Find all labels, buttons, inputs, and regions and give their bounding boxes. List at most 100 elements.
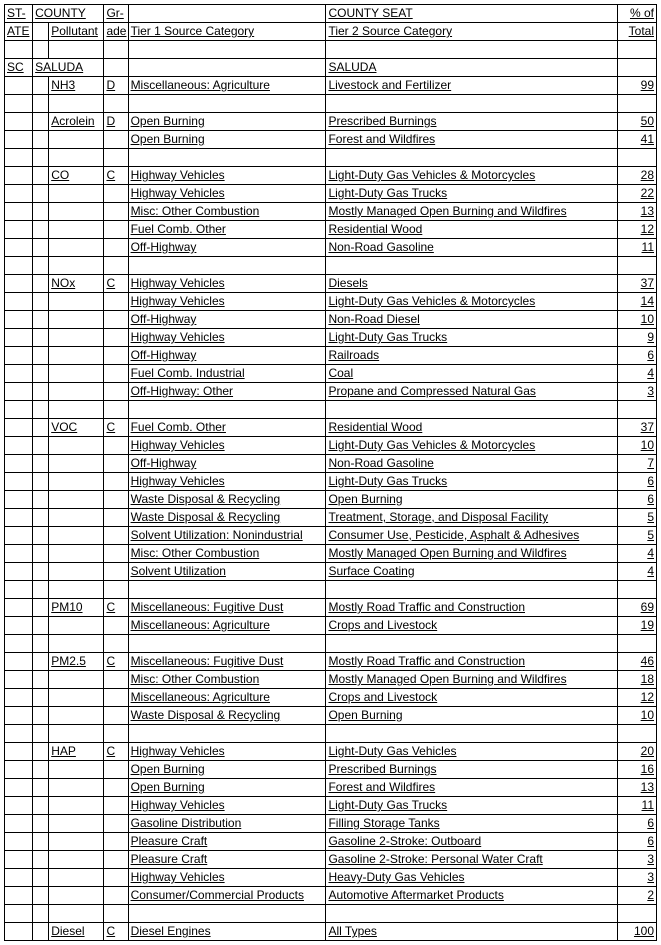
tier2-cell: Light-Duty Gas Vehicles & Motorcycles xyxy=(326,167,617,185)
grade-cell xyxy=(104,491,128,509)
grade-cell xyxy=(104,329,128,347)
pollutant-cell xyxy=(49,689,104,707)
tier1-cell: Misc: Other Combustion xyxy=(128,671,326,689)
data-row: VOCCFuel Comb. OtherResidential Wood37 xyxy=(5,419,657,437)
tier1-cell: Open Burning xyxy=(128,131,326,149)
tier1-cell: Pleasure Craft xyxy=(128,833,326,851)
tier1-cell: Miscellaneous: Agriculture xyxy=(128,689,326,707)
data-row: Pleasure CraftGasoline 2-Stroke: Persona… xyxy=(5,851,657,869)
data-row: AcroleinDOpen BurningPrescribed Burnings… xyxy=(5,113,657,131)
tier2-cell: Prescribed Burnings xyxy=(326,761,617,779)
header-row-1: ST-COUNTYGr-COUNTY SEAT% of xyxy=(5,5,657,23)
pollutant-cell xyxy=(49,203,104,221)
tier1-cell: Off-Highway xyxy=(128,347,326,365)
data-row: Misc: Other CombustionMostly Managed Ope… xyxy=(5,545,657,563)
pollutant-cell xyxy=(49,383,104,401)
tier1-cell: Highway Vehicles xyxy=(128,185,326,203)
data-row: Open BurningForest and Wildfires13 xyxy=(5,779,657,797)
pct-cell: 99 xyxy=(617,77,656,95)
pct-cell: 37 xyxy=(617,419,656,437)
data-row: Waste Disposal & RecyclingOpen Burning6 xyxy=(5,491,657,509)
pct-cell: 13 xyxy=(617,779,656,797)
data-row: Highway VehiclesHeavy-Duty Gas Vehicles3 xyxy=(5,869,657,887)
tier1-cell: Solvent Utilization xyxy=(128,563,326,581)
tier1-cell: Solvent Utilization: Nonindustrial xyxy=(128,527,326,545)
grade-cell: D xyxy=(104,113,128,131)
data-row: COCHighway VehiclesLight-Duty Gas Vehicl… xyxy=(5,167,657,185)
pct-cell: 19 xyxy=(617,617,656,635)
pct-cell: 46 xyxy=(617,653,656,671)
tier1-cell: Misc: Other Combustion xyxy=(128,203,326,221)
emissions-table: ST-COUNTYGr-COUNTY SEAT% ofATEPollutanta… xyxy=(4,4,657,941)
pct-cell: 41 xyxy=(617,131,656,149)
grade-cell xyxy=(104,779,128,797)
grade-cell xyxy=(104,851,128,869)
data-row: DieselCDiesel EnginesAll Types100 xyxy=(5,923,657,941)
tier2-cell: Railroads xyxy=(326,347,617,365)
pct-cell: 10 xyxy=(617,707,656,725)
tier2-cell: Propane and Compressed Natural Gas xyxy=(326,383,617,401)
pct-cell: 12 xyxy=(617,689,656,707)
pct-cell: 3 xyxy=(617,869,656,887)
grade-cell xyxy=(104,473,128,491)
grade-cell xyxy=(104,185,128,203)
pollutant-cell xyxy=(49,617,104,635)
blank-row xyxy=(5,725,657,743)
data-row: Open BurningPrescribed Burnings16 xyxy=(5,761,657,779)
tier2-cell: Residential Wood xyxy=(326,221,617,239)
grade-cell xyxy=(104,527,128,545)
tier2-cell: Automotive Aftermarket Products xyxy=(326,887,617,905)
hdr-tier2: Tier 2 Source Category xyxy=(326,23,617,41)
grade-cell: C xyxy=(104,923,128,941)
pollutant-cell xyxy=(49,797,104,815)
pct-cell: 6 xyxy=(617,833,656,851)
blank-row xyxy=(5,149,657,167)
tier1-cell: Fuel Comb. Other xyxy=(128,419,326,437)
hdr-state-top: ST- xyxy=(5,5,33,23)
data-row: NH3DMiscellaneous: AgricultureLivestock … xyxy=(5,77,657,95)
tier2-cell: Open Burning xyxy=(326,491,617,509)
data-row: Solvent Utilization: NonindustrialConsum… xyxy=(5,527,657,545)
pollutant-cell xyxy=(49,815,104,833)
pollutant-cell: NOx xyxy=(49,275,104,293)
header-row-2: ATEPollutantadeTier 1 Source CategoryTie… xyxy=(5,23,657,41)
grade-cell xyxy=(104,221,128,239)
data-row: Off-Highway: OtherPropane and Compressed… xyxy=(5,383,657,401)
tier2-cell: Mostly Road Traffic and Construction xyxy=(326,653,617,671)
pct-cell: 6 xyxy=(617,491,656,509)
tier1-cell: Waste Disposal & Recycling xyxy=(128,509,326,527)
pollutant-cell xyxy=(49,779,104,797)
pollutant-cell: HAP xyxy=(49,743,104,761)
pollutant-cell: VOC xyxy=(49,419,104,437)
grade-cell xyxy=(104,689,128,707)
data-row: Off-HighwayNon-Road Gasoline11 xyxy=(5,239,657,257)
grade-cell xyxy=(104,203,128,221)
data-row: Fuel Comb. OtherResidential Wood12 xyxy=(5,221,657,239)
tier1-cell: Off-Highway xyxy=(128,455,326,473)
hdr-tier1: Tier 1 Source Category xyxy=(128,23,326,41)
tier2-cell: Light-Duty Gas Trucks xyxy=(326,329,617,347)
pollutant-cell: Diesel xyxy=(49,923,104,941)
pct-cell: 37 xyxy=(617,275,656,293)
grade-cell xyxy=(104,563,128,581)
tier2-cell: Consumer Use, Pesticide, Asphalt & Adhes… xyxy=(326,527,617,545)
data-row: Miscellaneous: AgricultureCrops and Live… xyxy=(5,617,657,635)
tier2-cell: Mostly Managed Open Burning and Wildfire… xyxy=(326,545,617,563)
grade-cell xyxy=(104,365,128,383)
grade-cell: C xyxy=(104,743,128,761)
tier2-cell: Open Burning xyxy=(326,707,617,725)
pollutant-cell xyxy=(49,545,104,563)
pollutant-cell xyxy=(49,311,104,329)
tier2-cell: Mostly Road Traffic and Construction xyxy=(326,599,617,617)
tier2-cell: Heavy-Duty Gas Vehicles xyxy=(326,869,617,887)
pollutant-cell xyxy=(49,473,104,491)
tier2-cell: Forest and Wildfires xyxy=(326,131,617,149)
tier1-cell: Fuel Comb. Other xyxy=(128,221,326,239)
tier2-cell: Light-Duty Gas Trucks xyxy=(326,185,617,203)
data-row: Fuel Comb. IndustrialCoal4 xyxy=(5,365,657,383)
pollutant-cell: PM10 xyxy=(49,599,104,617)
tier1-cell: Open Burning xyxy=(128,113,326,131)
grade-cell: C xyxy=(104,653,128,671)
tier1-cell: Open Burning xyxy=(128,779,326,797)
pct-cell: 14 xyxy=(617,293,656,311)
